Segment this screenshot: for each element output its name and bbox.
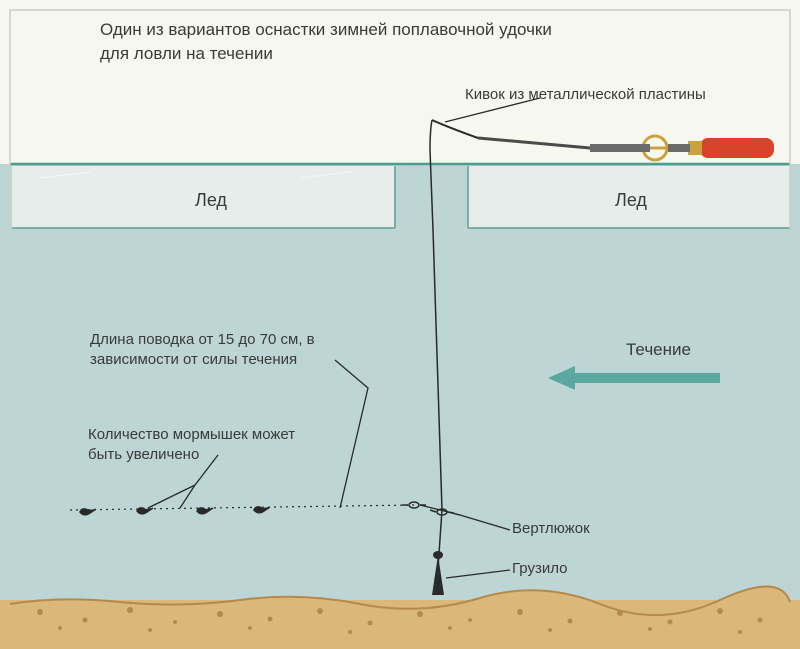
- label-current: Течение: [626, 340, 691, 360]
- diagram-title: Один из вариантов оснастки зимней поплав…: [100, 18, 552, 66]
- label-swivel: Вертлюжок: [512, 520, 590, 537]
- label-ice-right: Лед: [615, 190, 647, 211]
- title-line2: для ловли на течении: [100, 44, 273, 63]
- label-leader: Длина поводка от 15 до 70 см, в зависимо…: [90, 330, 350, 371]
- title-line1: Один из вариантов оснастки зимней поплав…: [100, 20, 552, 39]
- fishing-rig-diagram: Один из вариантов оснастки зимней поплав…: [0, 0, 800, 649]
- label-sinker: Грузило: [512, 560, 567, 577]
- label-nod: Кивок из металлической пластины: [465, 86, 706, 103]
- label-jigs: Количество мормышек может быть увеличено: [88, 425, 308, 466]
- label-ice-left: Лед: [195, 190, 227, 211]
